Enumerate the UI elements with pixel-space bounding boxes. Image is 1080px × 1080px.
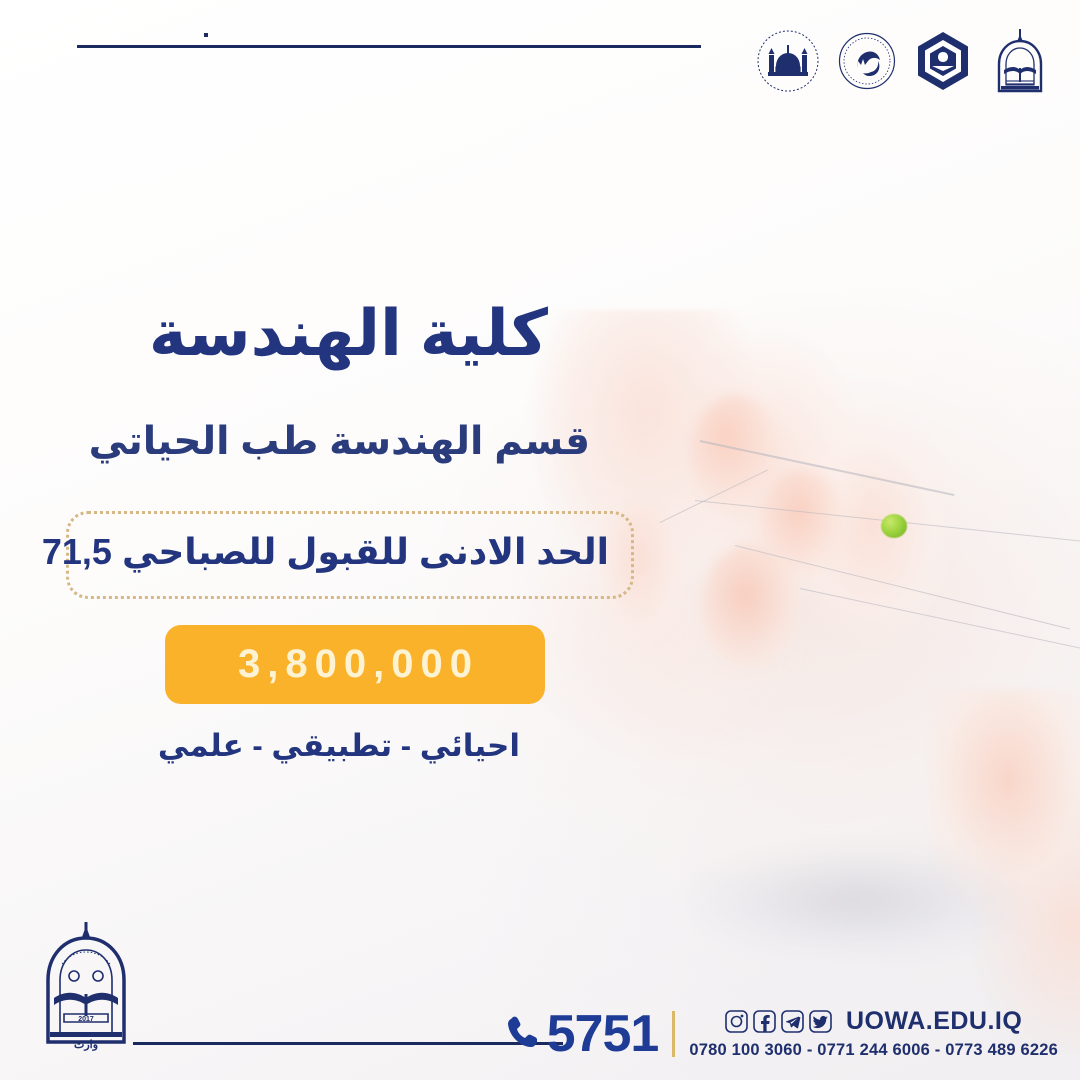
gloved-hand-upper [505, 310, 975, 780]
top-divider-rule [77, 45, 701, 48]
instagram-icon[interactable] [725, 1010, 748, 1033]
al-amana-al-amma-al-muqaddasa-logo [756, 29, 820, 93]
social-icon-row [725, 1010, 832, 1033]
website-url[interactable]: UOWA.EDU.IQ [845, 1007, 1023, 1035]
telegram-icon[interactable] [781, 1010, 804, 1033]
facebook-icon[interactable] [753, 1010, 776, 1033]
warith-al-anbiyaa-arch-logo [990, 28, 1050, 94]
decorative-dot [204, 33, 208, 37]
contact-top-row: UOWA.EDU.IQ [725, 1007, 1022, 1036]
twitter-icon[interactable] [809, 1010, 832, 1033]
fingertip-highlight [596, 505, 684, 645]
admission-minimum-text: الحد الادنى للقبول للصباحي 71,5 [41, 531, 609, 572]
hexagon-book-logo [914, 30, 972, 92]
tuition-fee-badge: 3,800,000 [165, 625, 545, 704]
hotline-block[interactable]: 5751 [507, 1008, 659, 1060]
page-title: كلية الهندسة [148, 297, 548, 369]
partner-logo-row [756, 28, 1050, 94]
university-of-warith-al-anbiyaa-seal: 2017 وارث [30, 920, 142, 1052]
admission-minimum-box: الحد الادنى للقبول للصباحي 71,5 [42, 511, 634, 599]
phone-numbers-list: 0780 100 3060 - 0771 244 6006 - 0773 489… [689, 1041, 1058, 1059]
gloved-hand-lower [930, 690, 1080, 1050]
hotline-number: 5751 [546, 1004, 660, 1063]
footer-contact-strip: 5751 [507, 1007, 1058, 1060]
bottom-divider-rule [133, 1042, 563, 1045]
svg-text:2017: 2017 [78, 1016, 94, 1023]
tuition-fee-amount: 3,800,000 [238, 642, 479, 686]
green-bead [881, 514, 907, 538]
fingertip-highlight [700, 545, 800, 670]
contact-details: UOWA.EDU.IQ 0780 100 3060 - 0771 244 600… [689, 1007, 1058, 1060]
phone-handset-icon [507, 1014, 538, 1053]
svg-text:وارث: وارث [74, 1039, 98, 1051]
photo-shadow [690, 845, 1020, 955]
department-subtitle: قسم الهندسة طب الحياتي [88, 420, 590, 463]
footer-separator [672, 1010, 676, 1057]
holy-shrine-circular-logo [838, 32, 896, 90]
eligible-branches: احيائي - تطبيقي - علمي [157, 728, 520, 763]
